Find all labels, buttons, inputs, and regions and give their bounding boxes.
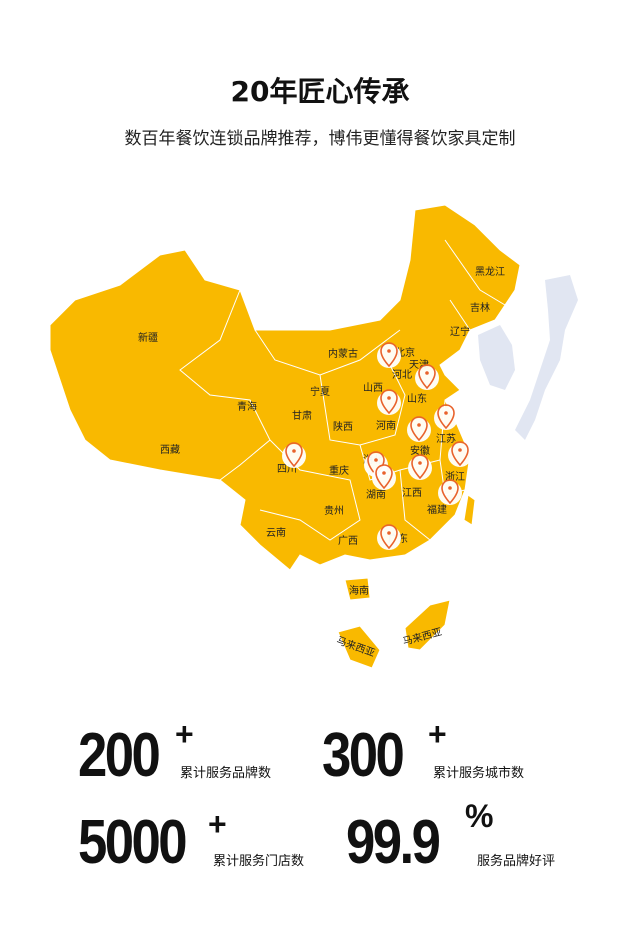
stat-value: 300: [322, 721, 405, 790]
china-map: 新疆西藏青海甘肃宁夏内蒙古陕西山西北京天津河北山东河南江苏安徽湖北重庆四川浙江湖…: [49, 204, 578, 669]
location-pin-icon[interactable]: [415, 364, 439, 390]
region-label: 河南: [376, 419, 396, 432]
location-pin-icon[interactable]: [408, 454, 432, 480]
location-pin-icon[interactable]: [438, 479, 462, 505]
location-pin-icon[interactable]: [407, 416, 431, 442]
region-label: 重庆: [329, 464, 349, 477]
region-label: 安徽: [410, 444, 430, 457]
stat-suffix: %: [465, 798, 494, 834]
stat-suffix: +: [175, 716, 194, 752]
stat-value: 200: [78, 721, 161, 790]
region-label: 黑龙江: [475, 265, 505, 278]
region-label: 甘肃: [292, 409, 312, 422]
stat-value: 99.9: [346, 808, 441, 877]
stat-value: 5000: [78, 808, 188, 877]
region-label: 内蒙古: [328, 347, 358, 360]
region-label: 宁夏: [310, 385, 330, 398]
location-pin-icon[interactable]: [372, 464, 396, 490]
location-pin-icon[interactable]: [377, 342, 401, 368]
stat-label: 累计服务门店数: [213, 854, 305, 869]
region-label: 江苏: [436, 432, 456, 445]
region-label: 吉林: [470, 301, 490, 314]
stat-label: 累计服务品牌数: [180, 766, 272, 781]
stat-label: 服务品牌好评: [477, 854, 556, 869]
stat-label: 累计服务城市数: [433, 766, 525, 781]
region-label: 辽宁: [450, 325, 470, 338]
location-pin-icon[interactable]: [448, 441, 472, 467]
region-label: 江西: [402, 487, 422, 499]
taiwan-shape: [463, 494, 476, 526]
region-label: 福建: [427, 503, 447, 516]
china-shape: [49, 204, 521, 669]
neighbor-countries: [478, 275, 578, 440]
region-label: 青海: [237, 400, 257, 413]
region-label: 新疆: [138, 331, 158, 344]
region-label: 四川: [277, 464, 297, 475]
korea-shape: [478, 325, 515, 390]
region-label: 西藏: [160, 444, 180, 456]
malaysia-west-shape: [337, 625, 381, 669]
stat-suffix: +: [428, 716, 447, 752]
region-label: 河北: [392, 369, 412, 381]
stat-suffix: +: [208, 806, 227, 842]
region-label: 广西: [338, 535, 358, 547]
hainan-shape: [344, 577, 371, 601]
location-pin-icon[interactable]: [282, 442, 306, 468]
region-label: 湖南: [366, 488, 386, 501]
region-label: 山东: [407, 392, 427, 405]
region-label: 海南: [349, 584, 369, 597]
location-pin-icon[interactable]: [377, 389, 401, 415]
region-label: 云南: [266, 526, 286, 539]
location-pin-icon[interactable]: [434, 404, 458, 430]
location-pin-icon[interactable]: [377, 524, 401, 550]
malaysia-east-shape: [404, 599, 451, 651]
region-label: 贵州: [324, 504, 344, 517]
page-subtitle: 数百年餐饮连锁品牌推荐，博伟更懂得餐饮家具定制: [124, 129, 516, 149]
japan-shape: [515, 275, 578, 440]
region-label: 陕西: [333, 420, 353, 433]
region-label: 山西: [363, 382, 383, 394]
page-title: 20年匠心传承: [230, 75, 410, 108]
